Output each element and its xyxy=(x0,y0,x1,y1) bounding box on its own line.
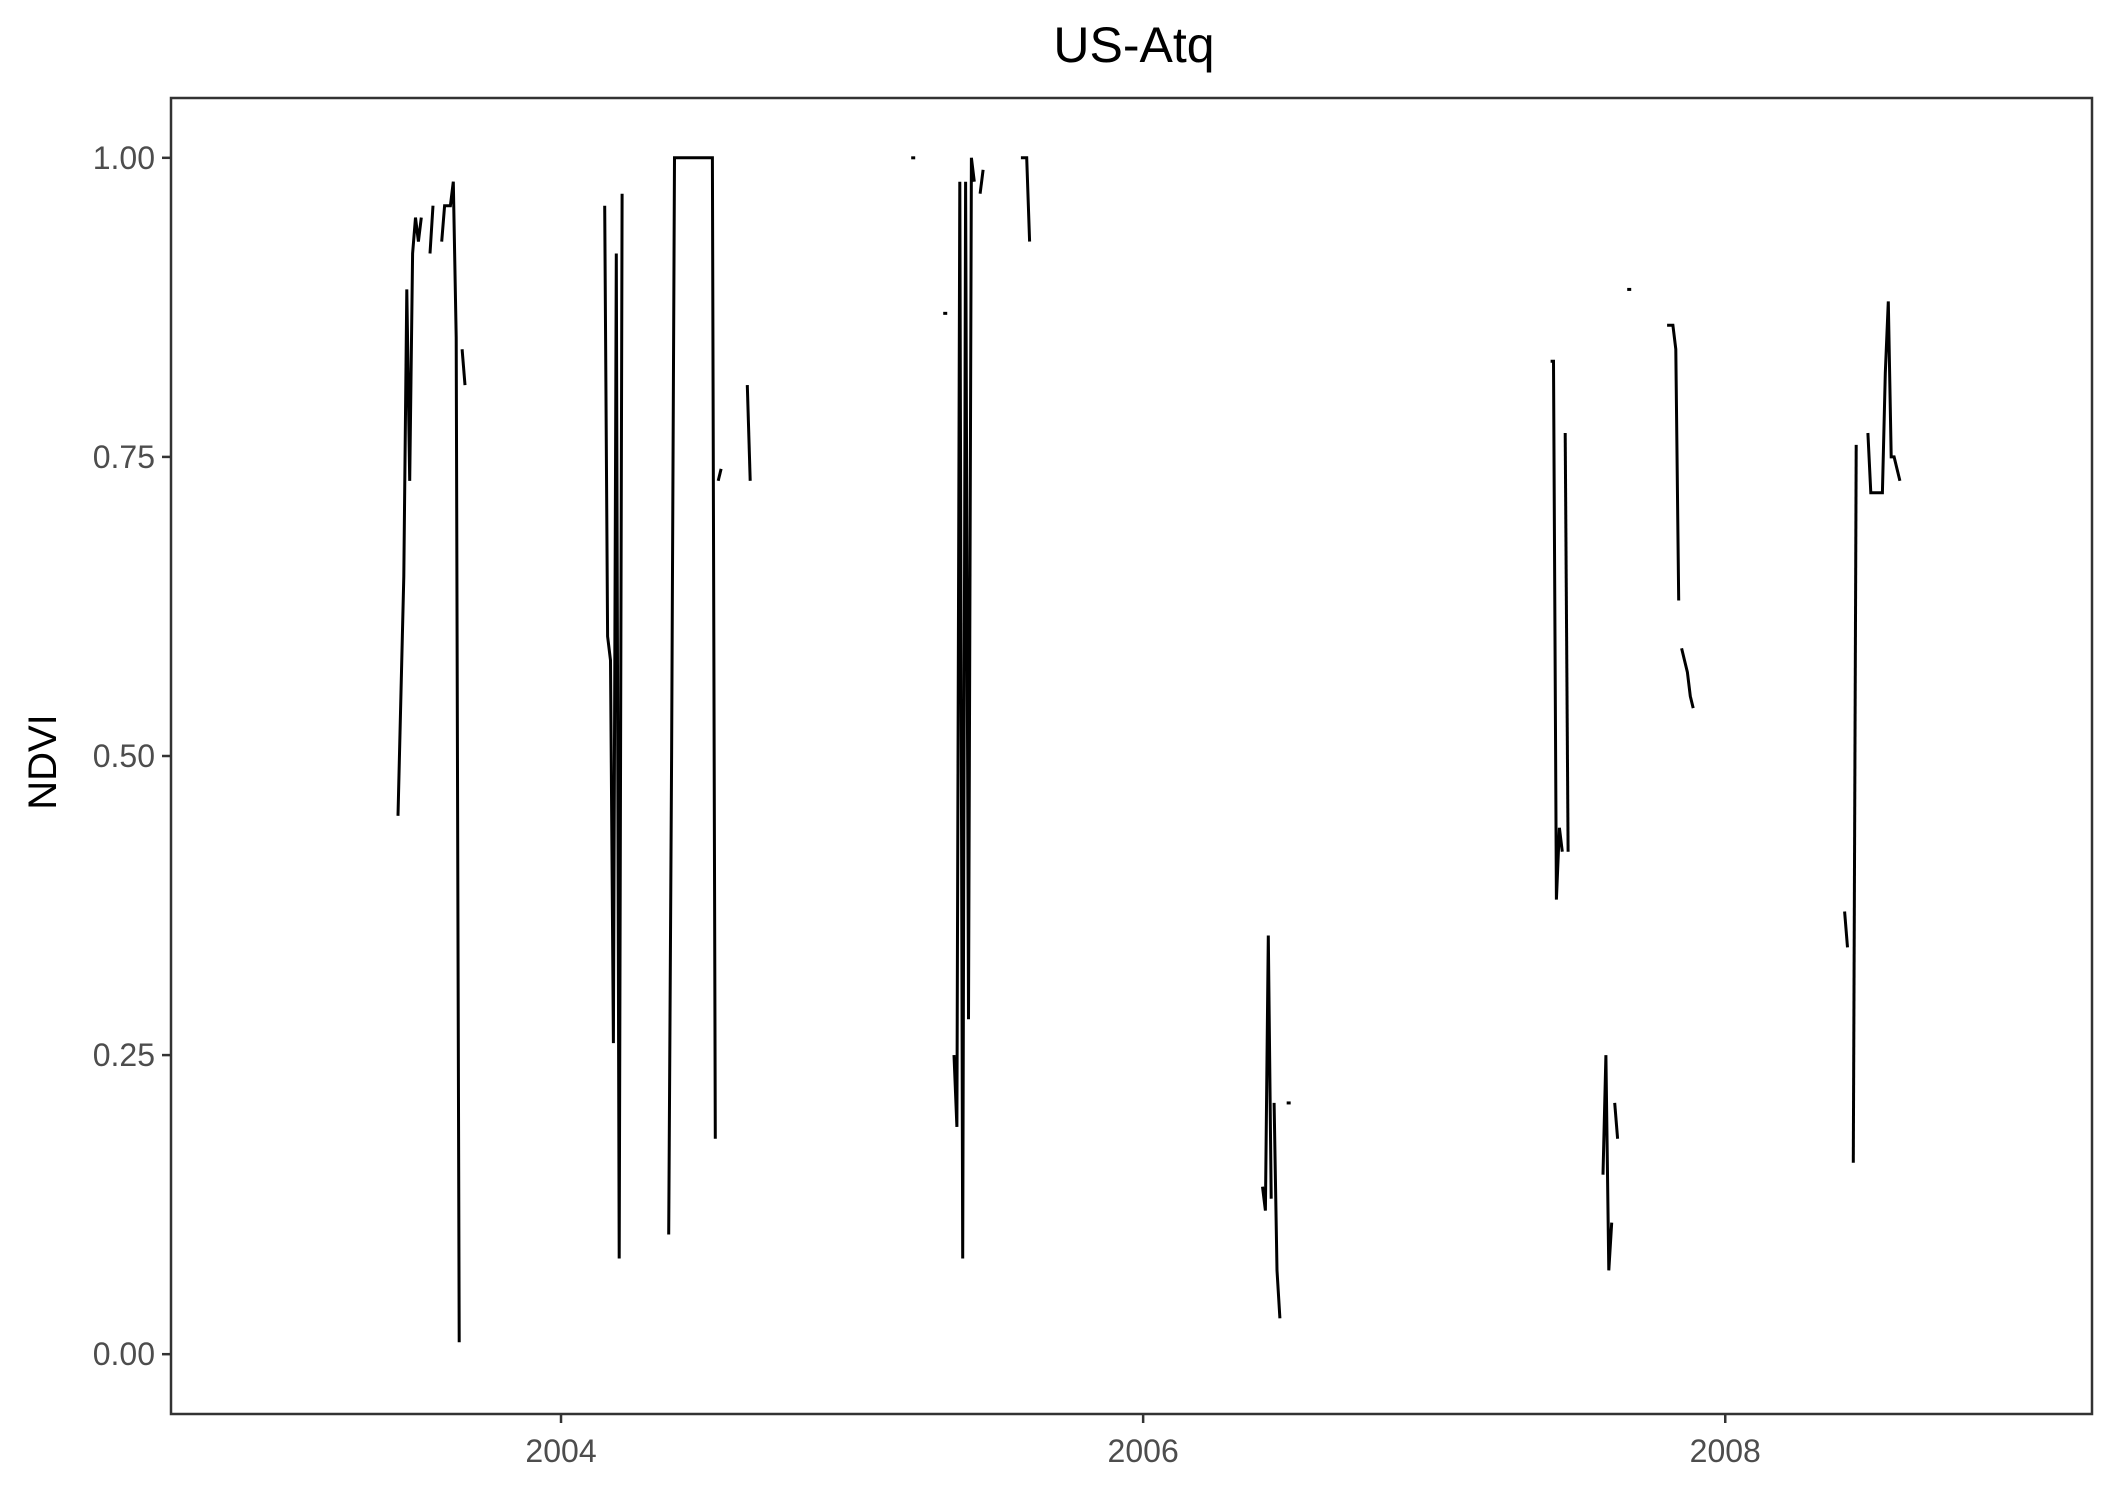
ndvi-series-group xyxy=(396,156,1902,1343)
y-axis-label: NDVI xyxy=(21,714,65,810)
ndvi-series-line xyxy=(1843,911,1849,948)
y-tick-label: 0.75 xyxy=(93,439,155,475)
chart-title: US-Atq xyxy=(1053,17,1214,73)
y-tick-label: 0.50 xyxy=(93,738,155,774)
ndvi-series-line xyxy=(952,157,976,1259)
y-axis: 0.00 0.25 0.50 0.75 1.00 xyxy=(93,140,171,1372)
y-tick-label: 0.25 xyxy=(93,1037,155,1073)
ndvi-series-line xyxy=(603,193,624,1259)
ndvi-series-line xyxy=(1550,359,1564,900)
x-tick-label: 2004 xyxy=(525,1433,596,1469)
ndvi-series-line xyxy=(1680,647,1695,709)
ndvi-series-line xyxy=(1667,323,1681,601)
ndvi-series-line xyxy=(396,217,423,816)
ndvi-series-line xyxy=(745,385,752,481)
ndvi-series-line xyxy=(1563,432,1570,852)
ndvi-series-line xyxy=(1866,301,1902,495)
ndvi-series-line xyxy=(1601,1055,1614,1271)
ndvi-series-line xyxy=(1261,935,1273,1211)
ndvi-series-line xyxy=(1020,156,1032,242)
x-tick-label: 2006 xyxy=(1108,1433,1179,1469)
ndvi-series-line xyxy=(440,181,461,1343)
ndvi-series-line xyxy=(1613,1102,1620,1139)
ndvi-series-line xyxy=(667,156,717,1235)
x-axis: 2004 2006 2008 xyxy=(525,1414,1761,1469)
ndvi-series-line xyxy=(716,468,723,482)
y-tick-label: 1.00 xyxy=(93,140,155,176)
ndvi-series-line xyxy=(428,205,435,254)
x-tick-label: 2008 xyxy=(1690,1433,1761,1469)
y-tick-label: 0.00 xyxy=(93,1336,155,1372)
ndvi-series-line xyxy=(1272,1102,1282,1319)
ndvi-series-line xyxy=(460,349,467,386)
ndvi-series-line xyxy=(978,169,985,194)
ndvi-series-line xyxy=(1851,444,1858,1163)
